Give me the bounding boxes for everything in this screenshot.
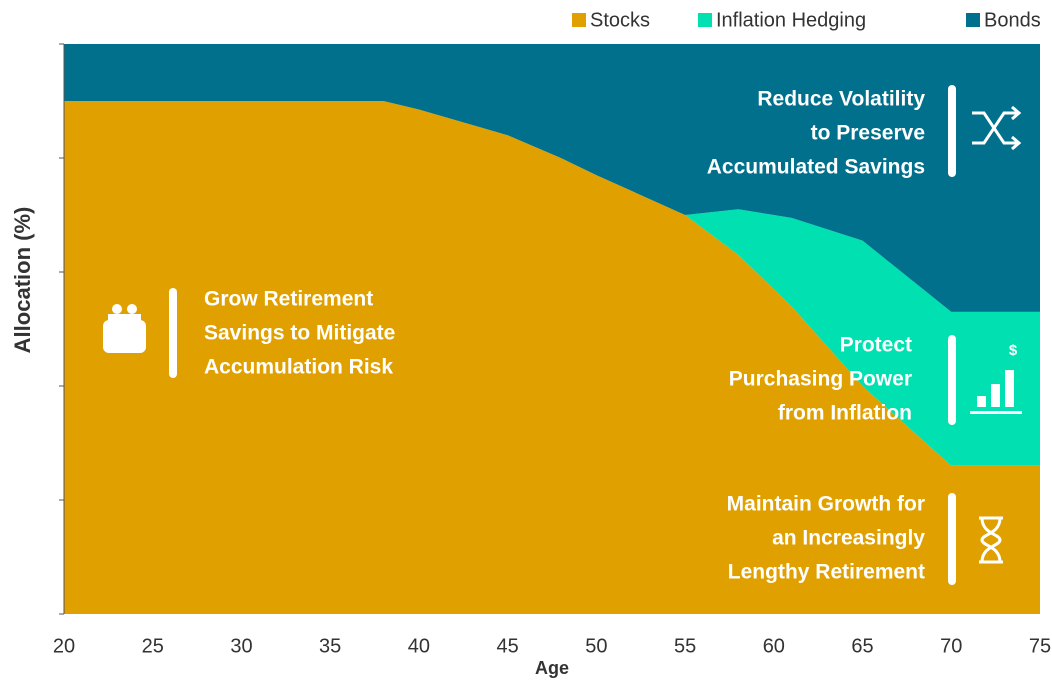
annotation: Accumulation Risk xyxy=(204,356,393,379)
hourglass-icon xyxy=(979,516,1003,564)
legend-label: Stocks xyxy=(590,9,650,31)
annotation: an Increasingly xyxy=(772,527,925,550)
decorations: $ xyxy=(103,85,1022,585)
annotation: to Preserve xyxy=(811,122,925,145)
x-tick-label: 30 xyxy=(230,635,252,657)
x-tick-label: 65 xyxy=(851,635,873,657)
annotation: Lengthy Retirement xyxy=(728,561,925,584)
x-tick-label: 40 xyxy=(408,635,430,657)
svg-text:$: $ xyxy=(1009,342,1018,359)
x-tick-label: 20 xyxy=(53,635,75,657)
area xyxy=(64,44,1040,312)
area xyxy=(64,101,1040,466)
x-tick-label: 60 xyxy=(763,635,785,657)
x-tick-label: 25 xyxy=(142,635,164,657)
annotation: Protect xyxy=(840,334,912,357)
legend-swatch xyxy=(572,13,586,27)
purse-icon xyxy=(103,304,146,353)
x-tick-label: 70 xyxy=(940,635,962,657)
x-tick-label: 50 xyxy=(585,635,607,657)
annotation: from Inflation xyxy=(778,402,912,425)
divider xyxy=(948,335,956,425)
y-axis-label: Allocation (%) xyxy=(10,207,35,354)
annotation: Maintain Growth for xyxy=(727,493,925,516)
divider xyxy=(169,288,177,378)
legend-label: Bonds xyxy=(984,9,1041,31)
annotation: Purchasing Power xyxy=(729,368,912,391)
divider xyxy=(948,85,956,177)
areas xyxy=(63,44,1040,614)
annotation: Savings to Mitigate xyxy=(204,322,395,345)
legend-swatch xyxy=(966,13,980,27)
x-tick-label: 55 xyxy=(674,635,696,657)
annotation: Accumulated Savings xyxy=(707,156,925,179)
divider xyxy=(948,493,956,585)
annotation: Reduce Volatility xyxy=(757,88,925,111)
x-axis-label: Age xyxy=(535,658,569,678)
growth-icon: $ xyxy=(970,342,1022,414)
x-tick-label: 35 xyxy=(319,635,341,657)
legend-label: Inflation Hedging xyxy=(716,9,866,31)
area xyxy=(64,101,1040,614)
x-tick-label: 75 xyxy=(1029,635,1051,657)
annotation: Grow Retirement xyxy=(204,288,373,311)
shuffle-icon xyxy=(972,105,1022,151)
x-tick-label: 45 xyxy=(497,635,519,657)
legend-swatch xyxy=(698,13,712,27)
